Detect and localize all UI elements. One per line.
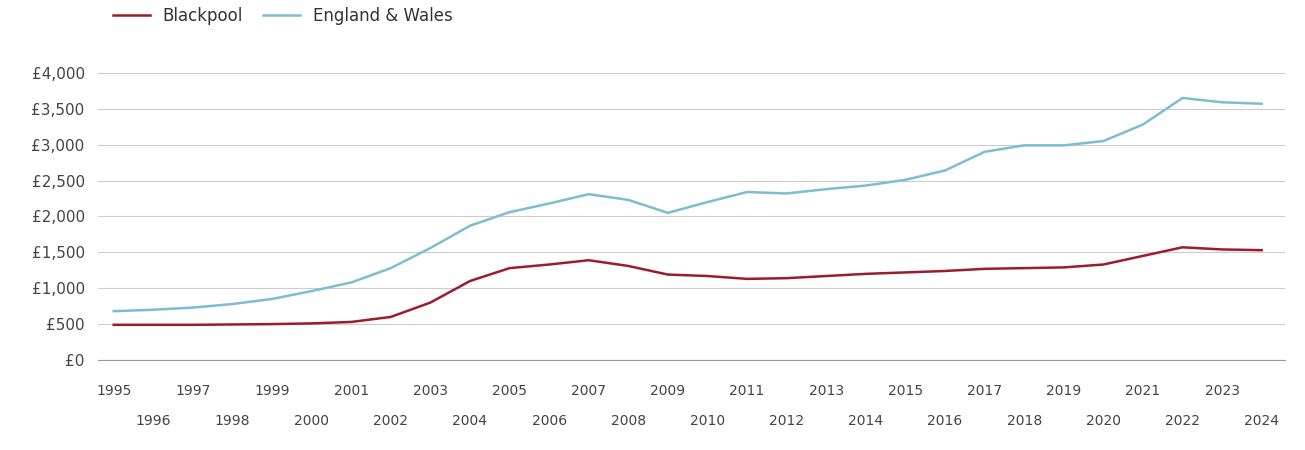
Blackpool [976, 266, 992, 271]
England & Wales [264, 296, 279, 302]
England & Wales [976, 149, 992, 154]
England & Wales [106, 309, 121, 314]
Blackpool [1056, 265, 1071, 270]
Text: 1999: 1999 [254, 384, 290, 398]
Text: 2013: 2013 [809, 384, 844, 398]
England & Wales [501, 209, 517, 215]
Text: 2005: 2005 [492, 384, 527, 398]
England & Wales [1135, 122, 1151, 127]
Text: 2000: 2000 [294, 414, 329, 428]
Blackpool [581, 257, 596, 263]
Text: 2006: 2006 [531, 414, 566, 428]
Text: 1997: 1997 [175, 384, 210, 398]
England & Wales [1254, 101, 1270, 107]
Blackpool [145, 322, 161, 328]
Blackpool [937, 268, 953, 274]
Text: 2007: 2007 [572, 384, 607, 398]
Text: 2019: 2019 [1047, 384, 1082, 398]
Blackpool [1214, 247, 1229, 252]
Text: 2024: 2024 [1244, 414, 1279, 428]
England & Wales [620, 197, 636, 202]
Text: 2001: 2001 [334, 384, 369, 398]
Blackpool [501, 266, 517, 271]
Text: 2020: 2020 [1086, 414, 1121, 428]
Text: 2009: 2009 [650, 384, 685, 398]
England & Wales [343, 280, 359, 285]
Blackpool [1254, 248, 1270, 253]
Blackpool [106, 322, 121, 328]
Blackpool [185, 322, 201, 328]
England & Wales [898, 177, 913, 183]
Text: 2004: 2004 [453, 414, 488, 428]
England & Wales [857, 183, 873, 188]
Line: Blackpool: Blackpool [114, 248, 1262, 325]
Blackpool [1017, 266, 1032, 271]
England & Wales [185, 305, 201, 310]
Text: 2014: 2014 [848, 414, 883, 428]
England & Wales [542, 201, 557, 206]
Legend: Blackpool, England & Wales: Blackpool, England & Wales [106, 0, 459, 32]
England & Wales [423, 245, 438, 251]
Text: 2012: 2012 [769, 414, 804, 428]
Text: 1996: 1996 [136, 414, 171, 428]
Blackpool [1174, 245, 1190, 250]
Text: 1998: 1998 [215, 414, 251, 428]
Text: 2022: 2022 [1165, 414, 1201, 428]
England & Wales [581, 192, 596, 197]
England & Wales [1214, 99, 1229, 105]
Text: 2018: 2018 [1006, 414, 1041, 428]
England & Wales [1095, 138, 1111, 144]
Blackpool [264, 321, 279, 327]
Text: 2023: 2023 [1205, 384, 1240, 398]
Text: 1995: 1995 [97, 384, 132, 398]
England & Wales [739, 189, 754, 195]
Blackpool [542, 262, 557, 267]
Text: 2015: 2015 [887, 384, 923, 398]
Blackpool [739, 276, 754, 282]
England & Wales [462, 223, 478, 229]
England & Wales [660, 210, 676, 216]
England & Wales [304, 288, 320, 294]
Blackpool [1135, 253, 1151, 259]
Blackpool [857, 271, 873, 277]
England & Wales [779, 191, 795, 196]
Blackpool [898, 270, 913, 275]
Blackpool [423, 300, 438, 305]
England & Wales [699, 199, 715, 205]
Blackpool [224, 322, 240, 327]
Blackpool [818, 273, 834, 279]
Blackpool [304, 321, 320, 326]
England & Wales [1017, 143, 1032, 148]
England & Wales [145, 307, 161, 312]
Text: 2017: 2017 [967, 384, 1002, 398]
Blackpool [462, 279, 478, 284]
Text: 2002: 2002 [373, 414, 408, 428]
Blackpool [779, 275, 795, 281]
Line: England & Wales: England & Wales [114, 98, 1262, 311]
England & Wales [818, 186, 834, 192]
Blackpool [620, 263, 636, 269]
Text: 2021: 2021 [1125, 384, 1160, 398]
Blackpool [343, 319, 359, 324]
Text: 2010: 2010 [690, 414, 726, 428]
Blackpool [1095, 262, 1111, 267]
England & Wales [382, 266, 398, 271]
Blackpool [382, 314, 398, 319]
England & Wales [1174, 95, 1190, 101]
Blackpool [699, 273, 715, 279]
England & Wales [937, 168, 953, 173]
Text: 2003: 2003 [412, 384, 448, 398]
Blackpool [660, 272, 676, 277]
Text: 2016: 2016 [928, 414, 963, 428]
Text: 2011: 2011 [729, 384, 765, 398]
England & Wales [224, 302, 240, 307]
Text: 2008: 2008 [611, 414, 646, 428]
England & Wales [1056, 143, 1071, 148]
